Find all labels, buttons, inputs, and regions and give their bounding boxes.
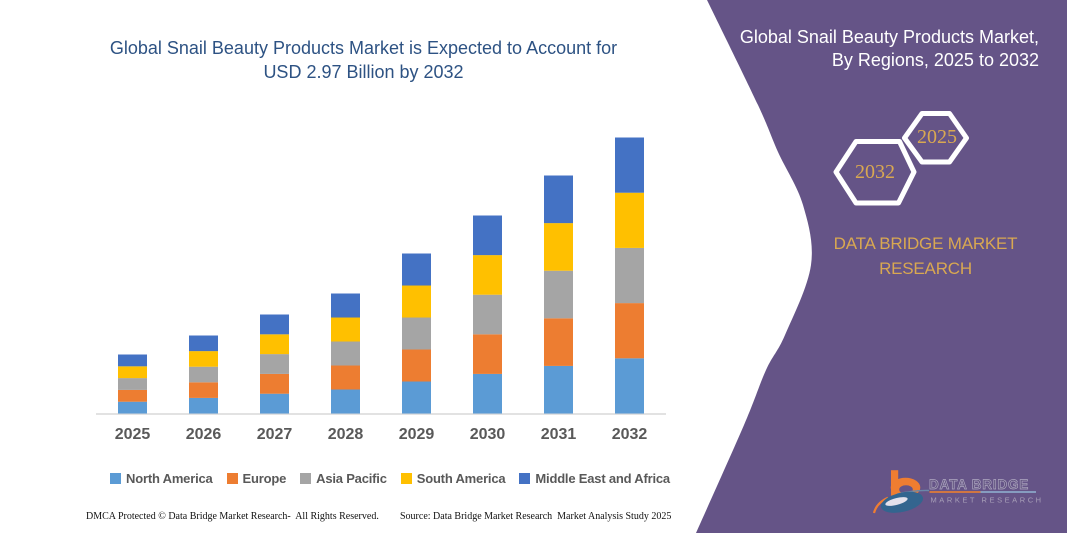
svg-text:MARKET RESEARCH: MARKET RESEARCH — [931, 496, 1044, 505]
svg-text:DATA BRIDGE: DATA BRIDGE — [929, 477, 1029, 492]
